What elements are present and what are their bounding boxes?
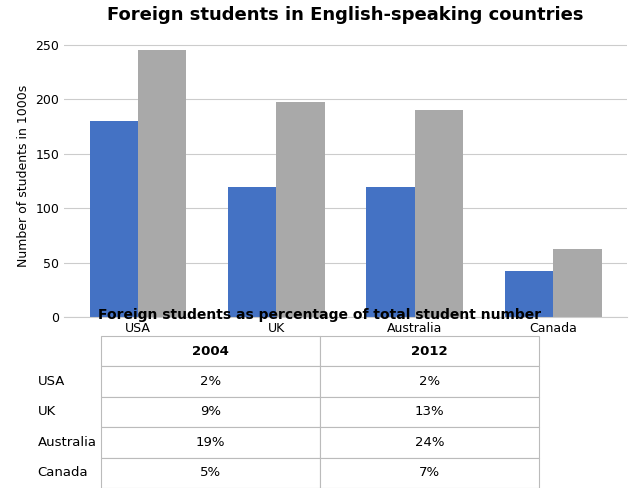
Legend: 2004, 2012: 2004, 2012 [280, 374, 411, 397]
Bar [90, 121, 138, 317]
Bar [138, 50, 186, 317]
Title: Foreign students in English-speaking countries: Foreign students in English-speaking cou… [108, 6, 584, 24]
Text: Foreign students as percentage of total student number: Foreign students as percentage of total … [99, 308, 541, 322]
Bar [366, 186, 415, 317]
Y-axis label: Number of students in 1000s: Number of students in 1000s [17, 84, 29, 267]
Bar [228, 186, 276, 317]
Bar [415, 110, 463, 317]
Bar [505, 271, 553, 317]
Bar [553, 248, 602, 317]
Bar [276, 102, 325, 317]
